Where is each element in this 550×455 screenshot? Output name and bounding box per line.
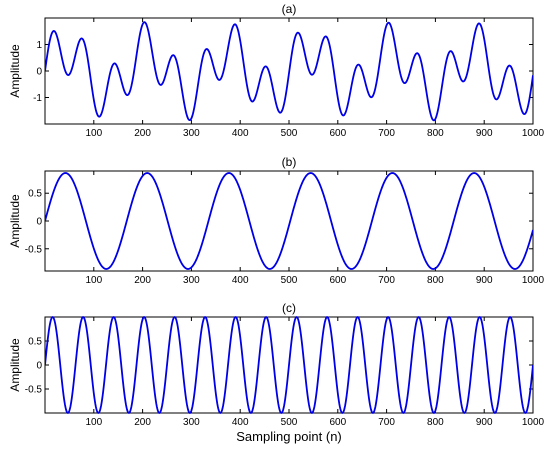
panel-title: (c) xyxy=(282,301,296,315)
panel-b: (b) Amplitude 100 200 300 400 500 600 700 800 900 1… xyxy=(8,155,545,286)
y-tick-label: 0 xyxy=(36,217,42,228)
y-tick-label: 1 xyxy=(36,40,42,51)
x-tick-label: 300 xyxy=(183,128,200,139)
x-tick-label: 100 xyxy=(85,128,102,139)
x-tick-label: 100 xyxy=(85,275,102,286)
x-tick-label: 900 xyxy=(476,128,493,139)
x-tick-label: 400 xyxy=(232,275,249,286)
x-tick-label: 900 xyxy=(476,417,493,428)
x-tick-label: 400 xyxy=(232,417,249,428)
x-tick-label: 600 xyxy=(329,128,346,139)
x-tick-label: 300 xyxy=(183,275,200,286)
x-tick-label: 1000 xyxy=(522,275,545,286)
x-tick-label: 600 xyxy=(329,275,346,286)
x-tick-label: 400 xyxy=(232,128,249,139)
x-tick-label: 1000 xyxy=(522,417,545,428)
x-tick-label: 200 xyxy=(134,417,151,428)
y-tick-label: -1 xyxy=(33,93,42,104)
x-tick-label: 500 xyxy=(281,417,298,428)
x-tick-label: 200 xyxy=(134,128,151,139)
signal-line xyxy=(45,316,533,414)
y-tick-label: 0.5 xyxy=(28,337,42,348)
x-tick-label: 300 xyxy=(183,417,200,428)
y-axis-label: Amplitude xyxy=(8,338,22,392)
y-tick-label: 0 xyxy=(36,67,42,78)
x-tick-label: 100 xyxy=(85,417,102,428)
x-tick-label: 800 xyxy=(427,417,444,428)
axes-frame xyxy=(44,170,534,272)
x-tick-label: 500 xyxy=(281,275,298,286)
y-tick-label: -0.5 xyxy=(25,244,43,255)
y-axis-label: Amplitude xyxy=(8,44,22,98)
y-tick-label: 0 xyxy=(36,361,42,372)
y-axis-label: Amplitude xyxy=(8,194,22,248)
y-tick-label: -0.5 xyxy=(25,385,43,396)
y-tick-label: 0.5 xyxy=(28,189,42,200)
panel-title: (a) xyxy=(282,2,297,16)
x-tick-label: 200 xyxy=(134,275,151,286)
x-tick-label: 1000 xyxy=(522,128,545,139)
x-tick-label: 700 xyxy=(378,417,395,428)
x-tick-label: 800 xyxy=(427,128,444,139)
x-axis-label: Sampling point (n) xyxy=(236,429,342,444)
x-tick-label: 900 xyxy=(476,275,493,286)
x-tick-label: 600 xyxy=(329,417,346,428)
panel-a: (a) Amplitude 100 200 300 400 500 600 700 800 900 1… xyxy=(8,2,545,139)
x-tick-label: 700 xyxy=(378,275,395,286)
signal-line xyxy=(45,172,533,270)
x-tick-label: 700 xyxy=(378,128,395,139)
x-tick-label: 500 xyxy=(281,128,298,139)
signal-line xyxy=(45,21,533,122)
x-tick-label: 800 xyxy=(427,275,444,286)
panel-title: (b) xyxy=(282,155,297,169)
panel-c: (c) Amplitude 100 200 300 400 500 600 700 800 900 1… xyxy=(8,301,545,444)
